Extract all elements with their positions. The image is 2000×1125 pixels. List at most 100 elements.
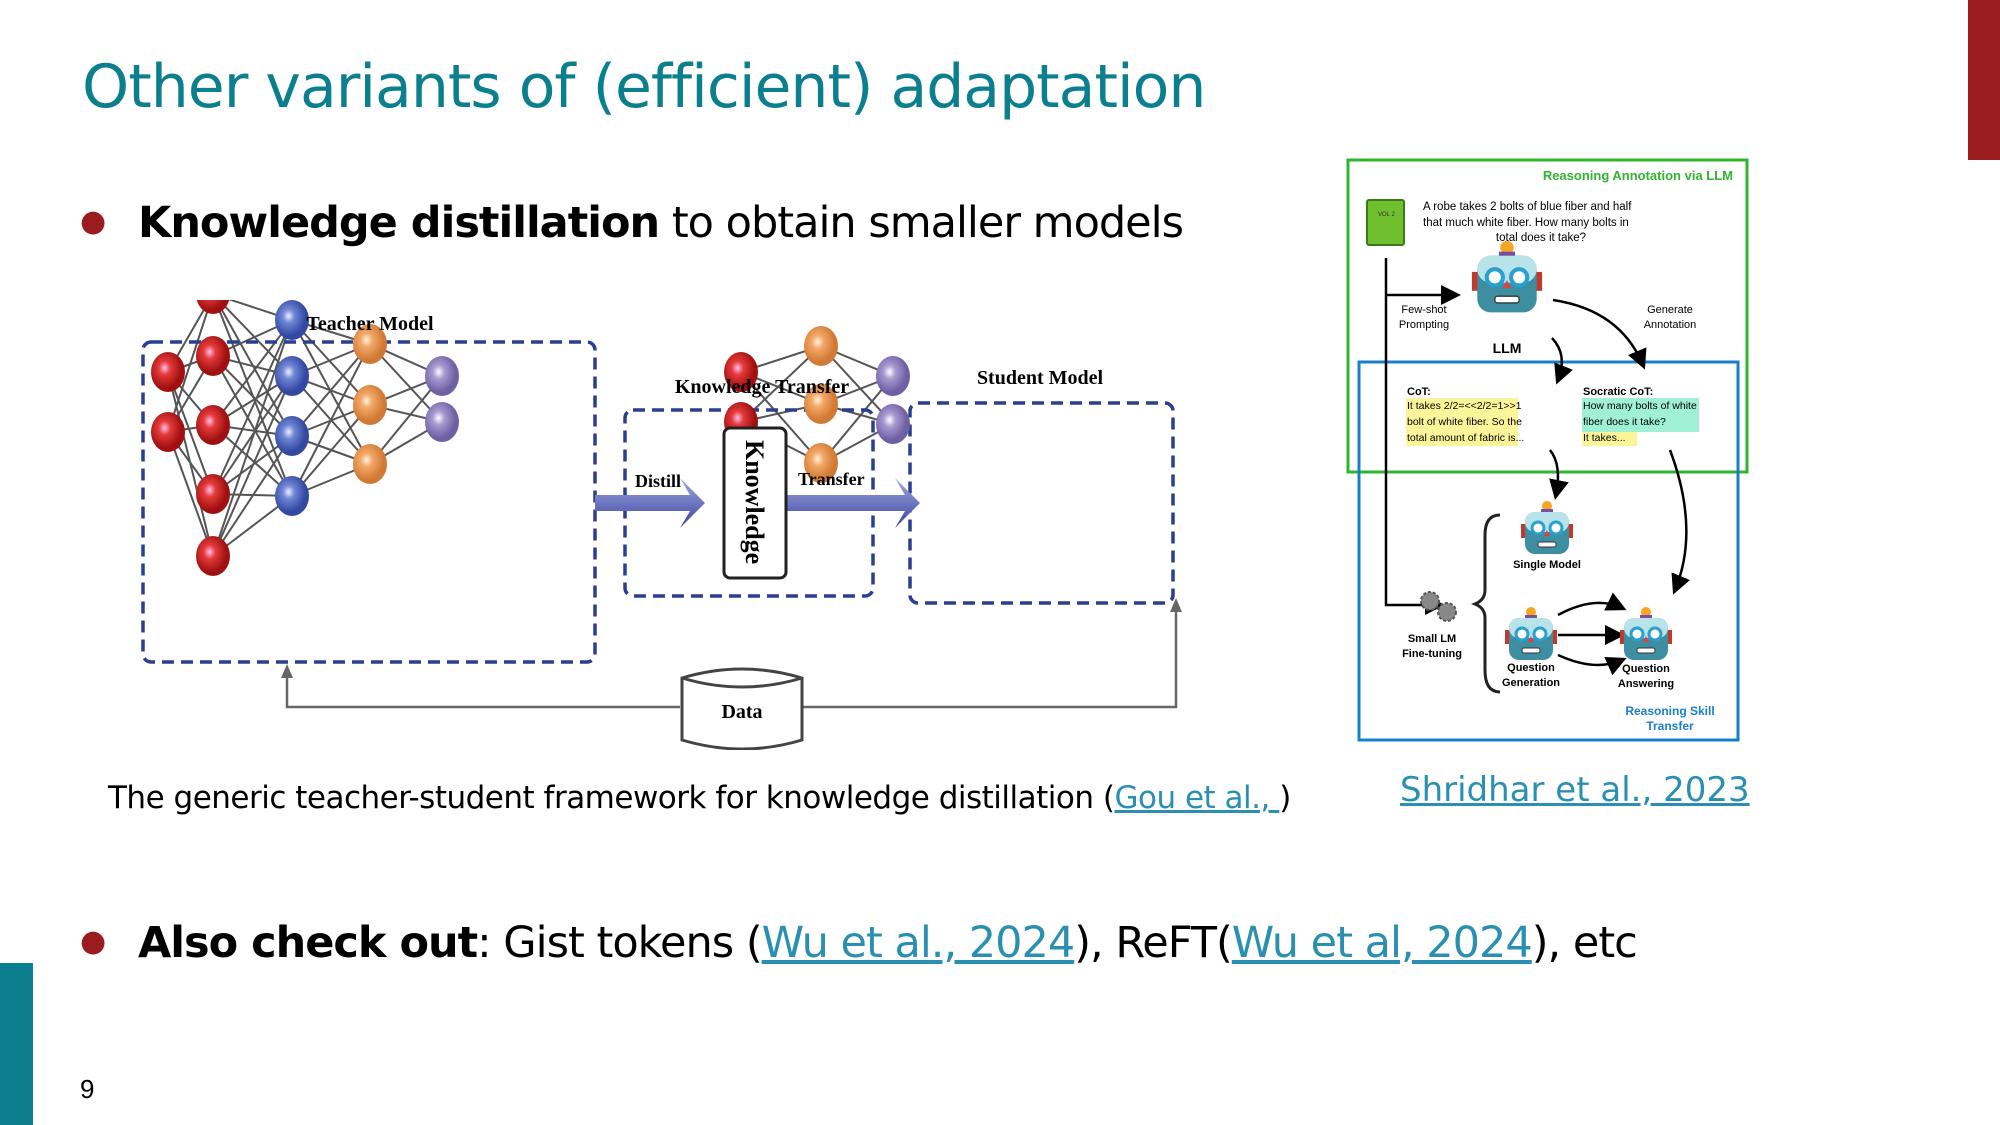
bullet-bold: Knowledge distillation (138, 198, 660, 248)
few-shot-2: Prompting (1399, 319, 1449, 331)
generate-1: Generate (1647, 304, 1693, 316)
neuron (196, 405, 230, 445)
bullet-text: to obtain smaller models (659, 198, 1184, 248)
brace (1470, 513, 1501, 694)
connection (167, 371, 214, 495)
cot-line-1: It takes 2/2=<<2/2=1>>1 (1407, 400, 1522, 412)
caption-close: ) (1279, 780, 1291, 816)
gears-icon (1420, 591, 1457, 622)
small-lm-2: Fine-tuning (1402, 648, 1462, 660)
blue-title-1: Reasoning Skill (1625, 704, 1714, 718)
connection (212, 435, 293, 557)
connection (212, 319, 293, 557)
connection (291, 404, 371, 497)
transfer-skill-box (1357, 360, 1740, 742)
connection (212, 319, 293, 426)
connection (291, 343, 371, 437)
neuron (275, 356, 309, 396)
neuron (804, 443, 838, 483)
teacher-label: Teacher Model (306, 313, 434, 335)
neuron (196, 536, 230, 576)
neuron (353, 385, 387, 425)
socratic-title: Socratic CoT: (1583, 386, 1653, 398)
small-lm-1: Small LM (1408, 633, 1456, 645)
bullet-text: : Gist tokens ( (477, 918, 762, 968)
knowledge-label: Knowledge (740, 440, 769, 564)
cot-title: CoT: (1407, 386, 1431, 398)
connection (291, 319, 371, 406)
bullet-text: ), etc (1531, 918, 1638, 968)
book-icon: VOL 2 (1366, 199, 1405, 246)
single-model-label: Single Model (1513, 559, 1581, 571)
question-line-3: total does it take? (1496, 232, 1586, 244)
svg-text:VOL 2: VOL 2 (1378, 212, 1395, 218)
bullet-bold: Also check out (138, 918, 478, 968)
bottom-left-accent-bar (0, 963, 33, 1125)
generate-2: Annotation (1644, 319, 1697, 331)
data-label: Data (721, 701, 762, 723)
caption-text: The generic teacher-student framework fo… (108, 780, 1115, 816)
distill-label: Distill (635, 471, 681, 491)
bullet-text: ), ReFT( (1074, 918, 1233, 968)
annotation-box (1346, 158, 1749, 474)
connection (740, 371, 822, 464)
connection (369, 375, 443, 465)
connection (212, 375, 293, 557)
top-right-accent-bar (1968, 0, 2000, 160)
single-model-robot-icon (1519, 499, 1575, 556)
neuron (804, 384, 838, 424)
transfer-label: Knowledge Transfer (675, 376, 849, 398)
neuron (804, 326, 838, 366)
bullet-dot: ● (80, 924, 106, 959)
neuron (196, 300, 230, 314)
reasoning-skill-diagram: Reasoning Annotation via LLM VOL 2 A rob… (1346, 158, 1749, 742)
distill-arrow (595, 478, 705, 528)
neuron (425, 356, 459, 396)
student-box (908, 401, 1175, 605)
neuron (275, 416, 309, 456)
data-cylinder (680, 667, 804, 750)
question-line-2: that much white fiber. How many bolts in (1423, 217, 1629, 229)
neuron (196, 336, 230, 376)
gist-tokens-link[interactable]: Wu et al., 2024 (761, 918, 1076, 968)
connection (167, 431, 214, 557)
neuron (353, 324, 387, 364)
socratic-line-1: How many bolts of white (1583, 400, 1697, 412)
question-line-1: A robe takes 2 bolts of blue fiber and h… (1423, 201, 1632, 213)
neuron (196, 474, 230, 514)
neuron (275, 476, 309, 516)
neuron (151, 352, 185, 392)
gou-et-al-link[interactable]: Gou et al., (1114, 780, 1280, 816)
qa-robot-icon (1618, 605, 1674, 662)
neuron (724, 352, 758, 392)
qg-1: Question (1507, 662, 1555, 674)
qg-2: Generation (1502, 677, 1560, 689)
bullet-also-check-out: ● Also check out: Gist tokens (Wu et al.… (80, 918, 1638, 968)
connection (212, 319, 293, 495)
socratic-line-3: It takes... (1583, 432, 1626, 444)
transfer-arrow-label: Transfer (798, 469, 865, 489)
green-title: Reasoning Annotation via LLM (1543, 168, 1733, 183)
neuron (876, 356, 910, 396)
bullet-knowledge-distillation: ● Knowledge distillation to obtain small… (80, 198, 1184, 248)
knowledge-distillation-diagram: Teacher Model Knowledge Transfer Student… (141, 300, 1182, 750)
figure-caption: The generic teacher-student framework fo… (108, 780, 1291, 816)
cot-line-3: total amount of fabric is... (1407, 432, 1524, 444)
shridhar-link[interactable]: Shridhar et al., 2023 (1400, 770, 1750, 810)
student-label: Student Model (977, 367, 1104, 389)
qa-1: Question (1622, 663, 1670, 675)
qg-robot-icon (1503, 605, 1559, 662)
few-shot-1: Few-shot (1401, 304, 1446, 316)
connection (820, 375, 894, 464)
neuron (425, 402, 459, 442)
slide-title: Other variants of (efficient) adaptation (82, 52, 1206, 122)
knowledge-block (722, 426, 788, 580)
neuron (151, 412, 185, 452)
qa-2: Answering (1618, 678, 1674, 690)
reft-link[interactable]: Wu et al, 2024 (1231, 918, 1533, 968)
connection (212, 355, 293, 437)
neuron (876, 404, 910, 444)
neuron (275, 300, 309, 340)
connection (212, 355, 293, 497)
connection (291, 343, 371, 497)
